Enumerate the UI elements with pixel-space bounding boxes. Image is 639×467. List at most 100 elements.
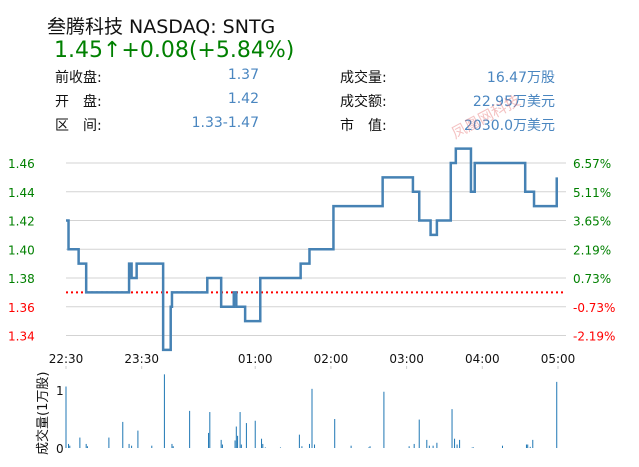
- y-tick-left: 1.44: [8, 186, 35, 200]
- volume-bar: [298, 434, 300, 448]
- stat-value-volume: 16.47万股: [486, 70, 555, 86]
- volume-bar: [501, 445, 503, 448]
- volume-bar: [237, 435, 239, 448]
- volume-y-tick: 0: [56, 442, 64, 456]
- volume-bar: [128, 443, 130, 448]
- volume-bar: [208, 432, 210, 448]
- volume-bar: [65, 386, 67, 448]
- stat-value-open: 1.42: [227, 91, 259, 107]
- y-tick-left: 1.36: [8, 301, 35, 315]
- volume-bar: [108, 437, 110, 448]
- volume-bar: [279, 447, 281, 448]
- stat-label-range: 区 间:: [55, 118, 102, 134]
- volume-bar: [79, 437, 81, 448]
- volume-bar: [418, 419, 420, 448]
- y-tick-left: 1.38: [8, 272, 35, 286]
- y-tick-left: 1.42: [8, 215, 35, 229]
- volume-bar: [432, 445, 434, 448]
- y-tick-right: 6.57%: [573, 157, 611, 171]
- y-tick-right: -2.19%: [573, 330, 615, 344]
- volume-bar: [459, 439, 461, 448]
- volume-bar: [262, 443, 264, 448]
- volume-bar: [189, 410, 191, 448]
- volume-bar: [171, 443, 173, 448]
- stat-label-prev-close: 前收盘:: [55, 70, 102, 86]
- volume-bar: [456, 444, 458, 448]
- volume-bar: [151, 445, 153, 448]
- volume-bar: [311, 388, 313, 448]
- stat-value-turnover: 22.95万美元: [472, 94, 555, 110]
- volume-bar: [234, 440, 236, 448]
- x-tick-label: 22:30: [49, 352, 84, 366]
- up-arrow-icon: ↑: [102, 38, 122, 63]
- volume-bar: [220, 439, 222, 448]
- stat-value-prev-close: 1.37: [227, 67, 259, 83]
- price-change: +0.08(+5.84%): [121, 38, 295, 63]
- volume-bar: [86, 446, 88, 448]
- x-tick-label: 04:00: [465, 352, 500, 366]
- volume-bar: [527, 444, 529, 448]
- volume-bar: [413, 443, 415, 448]
- volume-bar: [254, 420, 256, 448]
- volume-bar: [451, 409, 453, 448]
- y-tick-right: 0.73%: [573, 272, 611, 286]
- y-tick-right: 5.11%: [573, 186, 611, 200]
- stock-title: 叁腾科技 NASDAQ: SNTG: [47, 16, 276, 38]
- y-tick-right: -0.73%: [573, 301, 615, 315]
- volume-bar: [245, 423, 247, 448]
- volume-bar: [69, 445, 71, 448]
- volume-bar: [240, 444, 242, 448]
- y-tick-left: 1.46: [8, 157, 35, 171]
- volume-bar: [334, 419, 336, 448]
- volume-bar: [471, 447, 473, 448]
- y-tick-left: 1.34: [8, 330, 35, 344]
- x-tick-label: 03:00: [389, 352, 424, 366]
- volume-bar: [436, 442, 438, 448]
- y-tick-right: 3.65%: [573, 215, 611, 229]
- x-tick-label: 01:00: [238, 352, 273, 366]
- stat-label-volume: 成交量:: [340, 70, 387, 86]
- volume-bar: [529, 446, 531, 448]
- volume-bar: [314, 444, 316, 448]
- stat-label-open: 开 盘:: [55, 94, 102, 110]
- volume-bar: [301, 446, 303, 448]
- volume-bar: [368, 447, 370, 448]
- volume-bar: [68, 443, 70, 448]
- volume-bar: [369, 446, 371, 448]
- volume-bar: [235, 426, 237, 448]
- volume-bar: [163, 374, 165, 448]
- volume-bar: [428, 445, 430, 448]
- volume-bar: [350, 445, 352, 448]
- volume-bar: [472, 447, 474, 448]
- stat-label-market-cap: 市 值:: [340, 118, 387, 134]
- stat-value-range: 1.33-1.47: [191, 115, 259, 131]
- volume-y-tick: 1: [56, 384, 64, 398]
- x-tick-label: 05:00: [541, 352, 576, 366]
- volume-bar: [85, 443, 87, 448]
- volume-bar: [131, 445, 133, 448]
- volume-bar: [172, 446, 174, 448]
- volume-bar: [308, 443, 310, 448]
- x-tick-label: 23:30: [124, 352, 159, 366]
- volume-bar: [454, 438, 456, 448]
- y-tick-left: 1.40: [8, 243, 35, 257]
- volume-bar: [221, 444, 223, 448]
- volume-bar: [261, 438, 263, 448]
- volume-bar: [122, 421, 124, 448]
- stat-label-turnover: 成交额:: [340, 94, 387, 110]
- volume-bar: [209, 412, 211, 448]
- price-line: [66, 147, 558, 352]
- volume-bar: [264, 447, 266, 448]
- current-price: 1.45: [54, 38, 103, 63]
- volume-bar: [137, 430, 139, 448]
- x-tick-label: 02:00: [314, 352, 349, 366]
- volume-axis-label: 成交量(1万股): [35, 372, 51, 455]
- y-tick-right: 2.19%: [573, 243, 611, 257]
- stat-value-market-cap: 2030.0万美元: [464, 118, 555, 134]
- volume-bar: [426, 439, 428, 448]
- price-summary: 1.45↑+0.08(+5.84%): [54, 38, 294, 63]
- volume-bar: [556, 381, 558, 448]
- volume-bar: [525, 444, 527, 448]
